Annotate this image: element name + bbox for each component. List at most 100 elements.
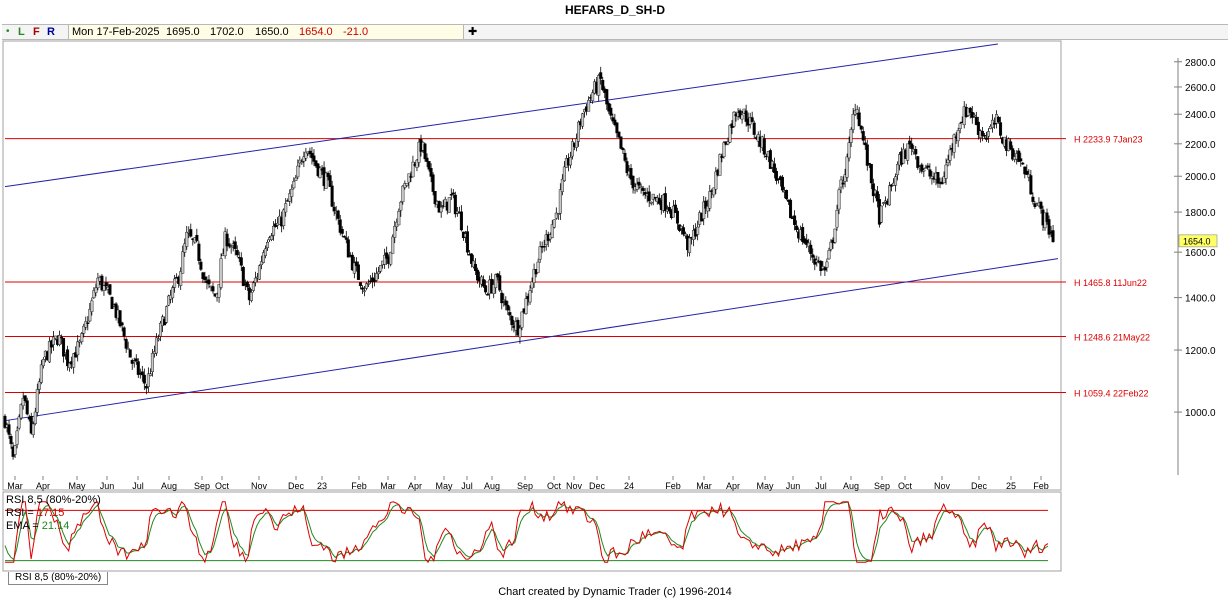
candle-body bbox=[833, 228, 837, 243]
candle-body bbox=[807, 242, 811, 247]
candle-body bbox=[405, 182, 409, 186]
horizontal-level-label: H 1465.8 11Jun22 bbox=[1074, 278, 1147, 288]
l-button[interactable]: L bbox=[18, 26, 25, 38]
candle-body bbox=[829, 241, 833, 250]
candle-body bbox=[259, 261, 263, 266]
candle-body bbox=[251, 282, 255, 291]
candle-body bbox=[189, 229, 193, 237]
candle-body bbox=[136, 361, 140, 375]
candle-body bbox=[433, 191, 437, 205]
candle-body bbox=[9, 436, 13, 445]
candle-body bbox=[358, 282, 362, 287]
candle-body bbox=[35, 389, 39, 413]
candle-body bbox=[1051, 230, 1055, 243]
candle-body bbox=[663, 193, 667, 212]
y-tick-label: 1200.0 bbox=[1185, 346, 1216, 357]
candle-body bbox=[437, 200, 441, 213]
f-button[interactable]: F bbox=[33, 26, 40, 38]
r-button[interactable]: R bbox=[47, 26, 55, 38]
candle-body bbox=[744, 110, 748, 122]
candle-body bbox=[615, 122, 619, 134]
candle-body bbox=[841, 182, 845, 185]
candle-body bbox=[253, 277, 257, 283]
candle-body bbox=[484, 285, 488, 293]
candle-body bbox=[407, 173, 411, 183]
candle-body bbox=[1031, 196, 1035, 202]
x-tick-label: Dec bbox=[971, 481, 988, 491]
candle-body bbox=[411, 161, 415, 178]
y-tick-label: 2000.0 bbox=[1185, 172, 1216, 183]
candle-body bbox=[449, 194, 453, 196]
candle-body bbox=[183, 243, 187, 253]
candle-body bbox=[150, 353, 154, 372]
candle-body bbox=[354, 261, 358, 267]
y-tick-label: 2200.0 bbox=[1185, 140, 1216, 151]
x-tick-label: Sep bbox=[517, 481, 533, 491]
candle-body bbox=[272, 226, 276, 236]
candle-body bbox=[447, 197, 451, 213]
candle-body bbox=[554, 212, 558, 219]
candle-body bbox=[502, 299, 506, 301]
bar-date: Mon 17-Feb-2025 bbox=[72, 26, 160, 38]
bar-low: 1650.0 bbox=[255, 26, 289, 38]
candle-body bbox=[762, 138, 766, 155]
x-tick-label: Aug bbox=[843, 481, 859, 491]
candle-body bbox=[284, 203, 288, 213]
candle-body bbox=[179, 271, 183, 286]
candle-body bbox=[201, 272, 205, 280]
ohlc-readout: Mon 17-Feb-2025 1695.0 1702.0 1650.0 165… bbox=[68, 25, 464, 39]
candle-body bbox=[1047, 219, 1051, 235]
candle-body bbox=[158, 322, 162, 337]
candle-body bbox=[772, 163, 776, 173]
trend-line[interactable] bbox=[4, 258, 1059, 422]
candle-body bbox=[999, 122, 1003, 136]
candle-body bbox=[498, 275, 502, 291]
candle-body bbox=[936, 172, 940, 184]
candle-body bbox=[1017, 150, 1021, 162]
candle-body bbox=[847, 142, 851, 159]
candle-body bbox=[100, 275, 104, 291]
candle-body bbox=[13, 445, 17, 455]
candle-body bbox=[366, 283, 370, 285]
candle-body bbox=[625, 161, 629, 173]
candle-body bbox=[199, 261, 203, 270]
candle-body bbox=[171, 287, 175, 299]
candle-body bbox=[292, 181, 296, 189]
candle-body bbox=[801, 227, 805, 242]
candle-body bbox=[649, 202, 653, 204]
trend-line[interactable] bbox=[4, 43, 999, 188]
candle-body bbox=[968, 107, 972, 113]
footer-credit: Chart created by Dynamic Trader (c) 1996… bbox=[498, 586, 732, 598]
x-tick-label: Apr bbox=[36, 481, 50, 491]
candle-body bbox=[1009, 141, 1013, 150]
candle-body bbox=[3, 415, 7, 428]
candle-body bbox=[605, 89, 609, 105]
candle-body bbox=[465, 231, 469, 253]
candle-body bbox=[80, 333, 84, 342]
candle-body bbox=[314, 160, 318, 167]
candle-body bbox=[635, 183, 639, 190]
candle-body bbox=[631, 175, 635, 189]
candle-body bbox=[140, 371, 144, 376]
candle-body bbox=[225, 233, 229, 247]
candle-body bbox=[857, 112, 861, 127]
candle-body bbox=[980, 131, 984, 136]
candle-body bbox=[888, 185, 892, 206]
candle-body bbox=[185, 231, 189, 247]
candle-body bbox=[165, 306, 169, 323]
candle-body bbox=[96, 277, 100, 289]
candle-body bbox=[233, 241, 237, 249]
candle-body bbox=[453, 194, 457, 215]
add-plus-icon[interactable]: ✚ bbox=[468, 26, 478, 38]
candle-body bbox=[336, 210, 340, 219]
tab-rsi[interactable]: RSI 8,5 (80%-20%) bbox=[8, 572, 109, 585]
candle-body bbox=[415, 159, 419, 168]
candle-body bbox=[227, 243, 231, 247]
x-tick-label: 25 bbox=[1006, 481, 1016, 491]
candle-body bbox=[528, 290, 532, 303]
x-tick-label: Jul bbox=[461, 481, 473, 491]
y-tick-label: 2400.0 bbox=[1185, 110, 1216, 121]
candle-body bbox=[984, 137, 988, 140]
candle-body bbox=[37, 381, 41, 390]
candle-body bbox=[156, 338, 160, 341]
